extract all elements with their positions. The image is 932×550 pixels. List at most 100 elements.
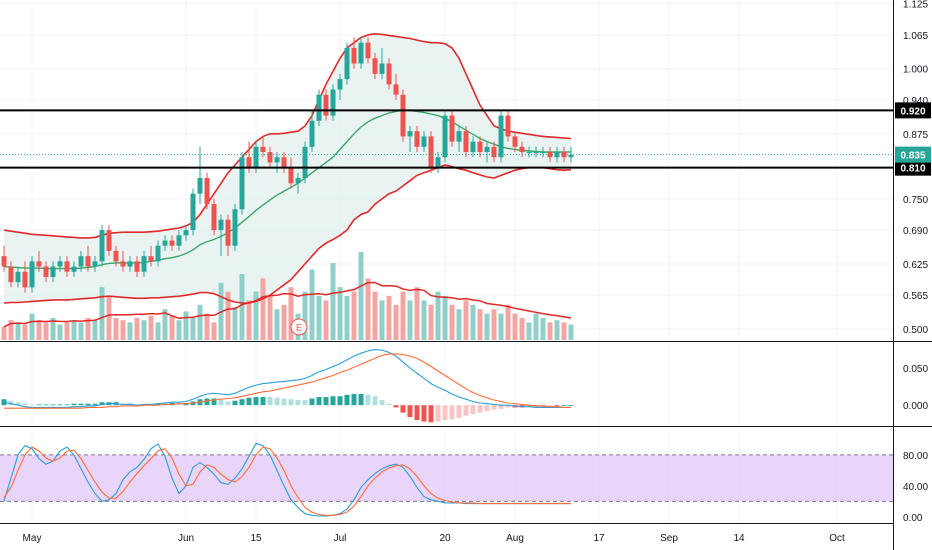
volume-bar (240, 274, 245, 340)
volume-bar (506, 305, 511, 340)
candle[interactable] (429, 131, 434, 173)
candle-body (247, 157, 252, 167)
candle-body (275, 157, 280, 162)
candle-body (450, 116, 455, 142)
candle-body (303, 147, 308, 178)
macd-histogram-bar (72, 404, 77, 405)
volume-bar (338, 287, 343, 340)
time-axis-tick-label: Oct (829, 533, 845, 544)
macd-histogram-bar (275, 398, 280, 405)
candle[interactable] (100, 225, 105, 267)
candle-body (296, 178, 301, 183)
macd-histogram-bar (58, 404, 63, 405)
candle-body (443, 116, 448, 158)
candle-body (520, 147, 525, 152)
volume-bar (527, 322, 532, 340)
candle-body (289, 168, 294, 184)
candle-body (170, 241, 175, 246)
candle[interactable] (401, 90, 406, 142)
candle-body (100, 230, 105, 261)
volume-bar (191, 318, 196, 340)
volume-bar (380, 300, 385, 340)
volume-bar (72, 320, 77, 340)
candle[interactable] (191, 188, 196, 235)
price-axis-tick-label: 1.000 (903, 65, 928, 76)
macd-histogram-bar (471, 405, 476, 414)
macd-histogram-bar (324, 397, 329, 405)
candle[interactable] (331, 84, 336, 120)
candle[interactable] (345, 43, 350, 85)
macd-histogram-bar (492, 405, 497, 409)
candle[interactable] (240, 152, 245, 214)
macd-histogram-bar (387, 404, 392, 405)
macd-histogram-bar (338, 396, 343, 405)
macd-histogram-bar (331, 396, 336, 405)
volume-bar (128, 322, 133, 340)
time-axis-tick-label: 20 (439, 533, 451, 544)
volume-bar (401, 292, 406, 340)
volume-bar (569, 325, 574, 340)
candle-body (310, 121, 315, 147)
candle[interactable] (212, 199, 217, 235)
stochastic-band (0, 455, 893, 501)
volume-bar (170, 316, 175, 340)
level-price-label: 0.920 (900, 106, 925, 117)
volume-bar (548, 322, 553, 340)
volume-bar (324, 300, 329, 340)
macd-histogram-bar (366, 395, 371, 405)
macd-histogram-bar (303, 400, 308, 405)
earnings-marker-label: E (296, 323, 302, 333)
time-axis-tick-label: Jul (334, 533, 347, 544)
candle[interactable] (317, 90, 322, 126)
volume-bar (233, 307, 238, 340)
time-axis-tick-label: May (23, 533, 42, 544)
volume-bar (331, 263, 336, 340)
candle-body (541, 152, 546, 153)
macd-histogram-bar (478, 405, 483, 412)
time-axis-tick-label: Aug (506, 533, 524, 544)
volume-bar (100, 287, 105, 340)
candle[interactable] (233, 204, 238, 251)
macd-histogram-bar (457, 405, 462, 418)
macd-histogram-bar (86, 404, 91, 405)
candle-body (485, 147, 490, 152)
volume-bar (310, 270, 315, 340)
candle-body (457, 131, 462, 141)
time-axis-tick-label: 15 (250, 533, 262, 544)
candle-body (2, 256, 7, 266)
candle[interactable] (205, 173, 210, 209)
macd-histogram-bar (205, 398, 210, 405)
candle-body (191, 194, 196, 230)
macd-histogram-bar (429, 405, 434, 422)
macd-histogram-bar (394, 405, 399, 407)
volume-bar (205, 314, 210, 340)
macd-histogram-bar (296, 400, 301, 405)
candle[interactable] (303, 142, 308, 184)
macd-histogram-bar (569, 405, 574, 406)
candle-body (394, 84, 399, 94)
candle-body (478, 142, 483, 152)
candle[interactable] (30, 256, 35, 292)
candle-body (93, 261, 98, 266)
candle-body (366, 43, 371, 59)
candle[interactable] (450, 110, 455, 146)
volume-bar (373, 292, 378, 340)
volume-bar (44, 322, 49, 340)
candle-body (254, 147, 259, 168)
candle-body (408, 131, 413, 136)
volume-bar (212, 322, 217, 340)
candle-body (499, 116, 504, 158)
macd-histogram-bar (555, 405, 560, 406)
candle-body (198, 178, 203, 194)
macd-histogram-bar (51, 404, 56, 405)
candle-body (429, 136, 434, 167)
candle-body (44, 267, 49, 277)
candle-body (268, 152, 273, 162)
candle-body (37, 261, 42, 266)
candle-body (16, 272, 21, 282)
volume-bar (485, 314, 490, 340)
current-price-label: 0.835 (900, 151, 925, 162)
volume-bar (436, 292, 441, 340)
price-axis-tick-label: 0.500 (903, 325, 928, 336)
